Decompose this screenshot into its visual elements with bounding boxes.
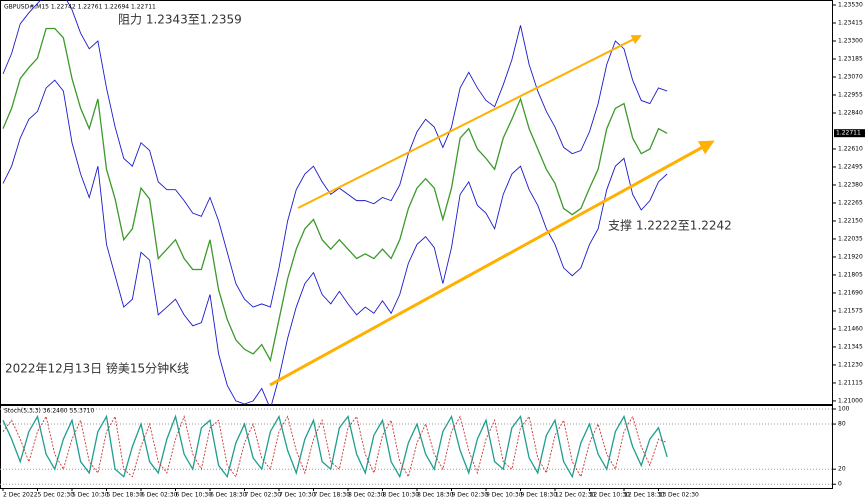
y-tick-label: 1.22610: [838, 145, 863, 152]
x-tick-label: 6 Dec 18:30: [210, 492, 247, 499]
y-tick-label: 1.21575: [838, 307, 863, 314]
x-tick-label: 9 Dec 02:30: [452, 492, 489, 499]
annotation: 阻力 1.2343至1.2359: [118, 13, 242, 27]
x-tick-label: 6 Dec 10:30: [176, 492, 213, 499]
last-price-label: 1.22711: [836, 130, 861, 137]
x-tick-label: 7 Dec 18:30: [314, 492, 351, 499]
x-tick-label: 5 Dec 10:30: [72, 492, 109, 499]
x-tick-label: 8 Dec 02:30: [348, 492, 385, 499]
y-tick-label: 1.22380: [838, 181, 863, 188]
x-tick-label: 7 Dec 10:30: [279, 492, 316, 499]
y-tick-label: 1.23530: [838, 2, 863, 9]
x-tick-label: 7 Dec 02:30: [245, 492, 282, 499]
y-tick-label: 1.21690: [838, 289, 863, 296]
x-tick-label: 12 Dec 02:30: [555, 492, 596, 499]
y-tick-label: 1.21920: [838, 253, 863, 260]
y-tick-label: 1.22035: [838, 235, 863, 242]
annotation: 2022年12月13日 镑美15分钟K线: [5, 361, 189, 376]
y-tick-label: 100: [838, 406, 850, 413]
channel-lower: [269, 140, 715, 387]
x-tick-label: 2 Dec 2022: [3, 492, 38, 499]
y-tick-label: 1.22150: [838, 217, 863, 224]
series-line: [2, 414, 668, 478]
x-tick-label: 12 Dec 18:30: [624, 492, 665, 499]
y-tick-label: 1.21115: [838, 379, 863, 386]
y-tick-label: 1.22840: [838, 109, 863, 116]
y-tick-label: 1.21230: [838, 361, 863, 368]
chart-title: GBPUSD#,M15 1.22742 1.22761 1.22694 1.22…: [4, 4, 156, 11]
y-tick-label: 1.21000: [838, 397, 863, 404]
annotation: 支撑 1.2222至1.2242: [608, 218, 732, 233]
last-price-box: [834, 129, 865, 138]
y-tick-label: 1.21460: [838, 325, 863, 332]
x-tick-label: 5 Dec 02:30: [38, 492, 75, 499]
y-tick-label: 1.22495: [838, 163, 863, 170]
y-tick-label: 1.23415: [838, 20, 863, 27]
sub-title: Stoch(5,3,3) 36.2460 55.3710: [4, 408, 95, 415]
series-line: [2, 79, 668, 405]
x-tick-label: 9 Dec 10:30: [486, 492, 523, 499]
x-tick-label: 5 Dec 18:30: [107, 492, 144, 499]
y-tick-label: 80: [838, 421, 846, 428]
series-line: [2, 27, 668, 363]
x-tick-label: 12 Dec 10:30: [590, 492, 631, 499]
channel-upper: [297, 35, 642, 209]
y-tick-label: 1.23185: [838, 55, 863, 62]
y-tick-label: 1.23300: [838, 38, 863, 45]
x-tick-label: 13 Dec 02:30: [659, 492, 700, 499]
x-tick-label: 9 Dec 18:30: [521, 492, 558, 499]
y-tick-label: 1.21805: [838, 271, 863, 278]
series-line: [2, 414, 668, 479]
y-tick-label: 1.23070: [838, 73, 863, 80]
x-tick-label: 8 Dec 10:30: [383, 492, 420, 499]
main-pane: [0, 0, 833, 405]
y-tick-label: 1.22955: [838, 91, 863, 98]
y-tick-label: 0: [838, 481, 842, 488]
x-tick-label: 6 Dec 02:30: [141, 492, 178, 499]
x-tick-label: 8 Dec 18:30: [417, 492, 454, 499]
y-tick-label: 1.22265: [838, 199, 863, 206]
y-tick-label: 20: [838, 466, 846, 473]
y-tick-label: 1.21345: [838, 343, 863, 350]
series-line: [2, 0, 668, 308]
